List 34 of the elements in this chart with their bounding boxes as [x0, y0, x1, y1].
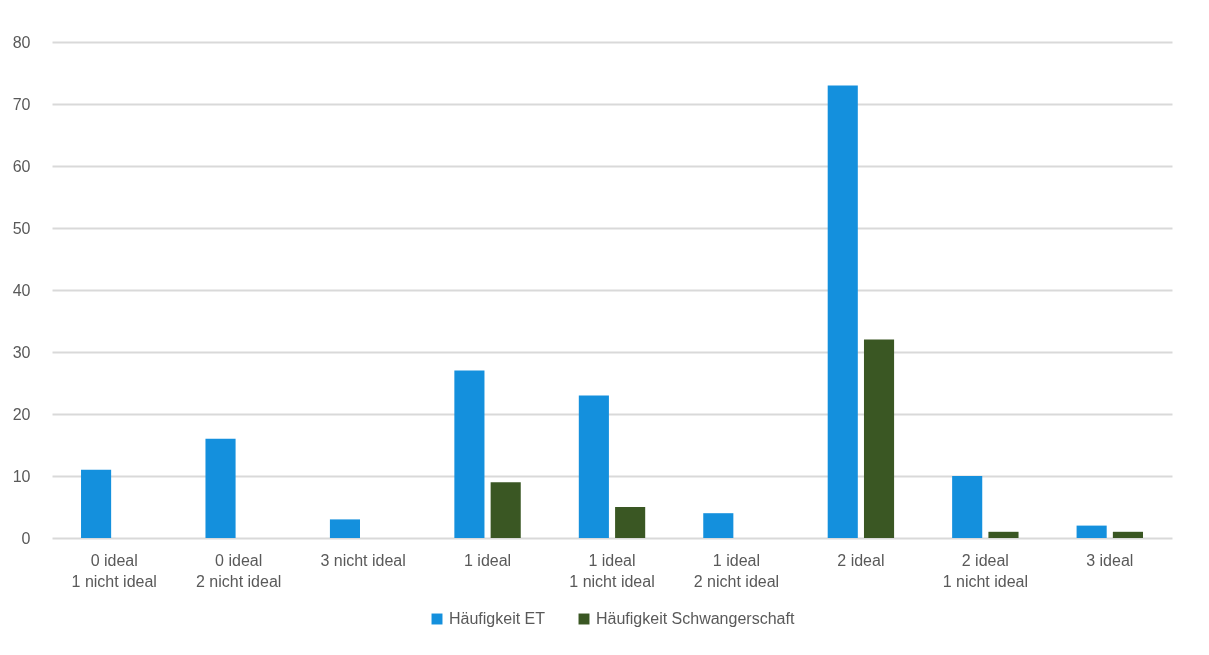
legend-label: Häufigkeit Schwangerschaft: [596, 610, 795, 627]
x-tick-label: 2 ideal: [837, 551, 885, 569]
bar: [827, 85, 858, 538]
bar: [863, 339, 895, 538]
y-tick-label: 30: [12, 343, 31, 361]
x-tick-label: 0 ideal 1 nicht ideal: [71, 551, 157, 590]
bar: [490, 482, 521, 538]
y-tick-label: 40: [12, 281, 31, 299]
bar: [329, 519, 361, 538]
bar: [578, 395, 609, 538]
x-tick-label: 1 ideal: [463, 551, 512, 569]
bar: [988, 531, 1019, 538]
y-tick-label: 20: [12, 405, 31, 423]
bar: [703, 513, 734, 538]
x-tick-label: 3 ideal: [1086, 551, 1134, 569]
y-tick-label: 0: [21, 529, 31, 547]
y-tick-label: 80: [12, 33, 31, 51]
bar: [1076, 525, 1107, 538]
bar: [952, 476, 983, 538]
x-tick-label: 2 ideal 1 nicht ideal: [942, 551, 1029, 590]
y-tick-label: 70: [12, 95, 31, 113]
x-tick-label: 3 nicht ideal: [320, 551, 406, 569]
bar: [81, 469, 112, 538]
bar: [615, 507, 646, 538]
x-tick-label: 0 ideal 2 nicht ideal: [195, 551, 282, 590]
y-tick-label: 10: [12, 467, 31, 485]
x-tick-label: 1 ideal 2 nicht ideal: [693, 551, 780, 590]
x-tick-label: 1 ideal 1 nicht ideal: [569, 551, 655, 590]
bar: [1112, 531, 1143, 538]
y-tick-label: 60: [12, 157, 31, 175]
bar: [454, 370, 485, 538]
y-tick-label: 50: [12, 219, 31, 237]
legend-label: Häufigkeit ET: [449, 610, 546, 627]
bar: [205, 438, 236, 538]
